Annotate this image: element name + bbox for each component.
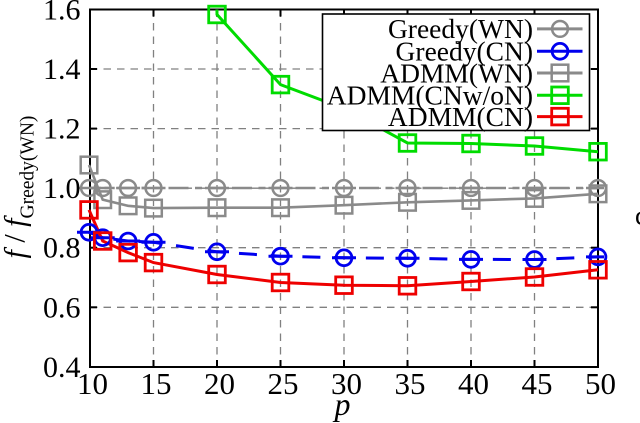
svg-text:15: 15 bbox=[141, 366, 172, 401]
svg-text:0.8: 0.8 bbox=[43, 232, 81, 265]
svg-text:1.0: 1.0 bbox=[43, 172, 81, 205]
svg-text:20: 20 bbox=[204, 366, 235, 401]
svg-text:Greedy(CN): Greedy(CN) bbox=[396, 36, 533, 67]
svg-text:0.4: 0.4 bbox=[43, 351, 81, 384]
svg-text:10: 10 bbox=[77, 366, 108, 401]
svg-text:c: c bbox=[635, 201, 640, 231]
svg-text:ADMM(CN): ADMM(CN) bbox=[388, 101, 533, 132]
svg-text:1.6: 1.6 bbox=[43, 0, 81, 27]
svg-text:0.6: 0.6 bbox=[43, 291, 81, 324]
svg-text:Greedy(WN): Greedy(WN) bbox=[388, 13, 533, 44]
svg-text:25: 25 bbox=[268, 366, 299, 401]
svg-text:1.4: 1.4 bbox=[43, 53, 81, 86]
svg-text:p: p bbox=[333, 386, 351, 422]
svg-text:30: 30 bbox=[331, 366, 362, 401]
svg-text:1.2: 1.2 bbox=[43, 113, 81, 146]
svg-text:50: 50 bbox=[585, 366, 616, 401]
svg-text:40: 40 bbox=[458, 366, 489, 401]
svg-text:35: 35 bbox=[395, 366, 426, 401]
svg-text:ADMM(CNw/oN): ADMM(CNw/oN) bbox=[327, 80, 533, 111]
svg-text:45: 45 bbox=[522, 366, 553, 401]
svg-text:ADMM(WN): ADMM(WN) bbox=[380, 57, 533, 88]
